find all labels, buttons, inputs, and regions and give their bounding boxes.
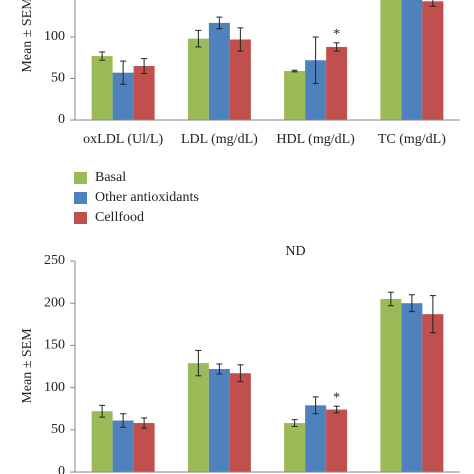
x-tick-label: LDL (mg/dL) [181,132,258,147]
y-axis-label: Mean ± SEM [20,0,35,73]
bar [380,0,402,120]
legend-swatch [74,192,87,204]
bar [305,60,327,120]
significance-marker: * [333,390,340,405]
bar [187,38,209,120]
bar [284,423,306,472]
bar [133,423,155,472]
x-tick-label: TC (mg/dL) [378,132,446,147]
bar [187,363,209,472]
y-tick-label: 100 [44,29,65,44]
bar [326,409,348,472]
bar [91,411,113,472]
y-tick-label: 50 [51,71,65,86]
bar [91,56,113,120]
bar [112,72,134,120]
legend-swatch [74,212,87,224]
y-tick-label: 100 [44,380,65,395]
y-tick-label: 50 [51,422,65,437]
bar [208,22,230,120]
bar [305,405,327,472]
legend-label: Other antioxidants [95,190,199,205]
legend-swatch [74,172,87,184]
y-axis-label: Mean ± SEM [20,328,35,404]
y-tick-label: 0 [58,464,65,474]
bar [401,0,423,120]
bar [422,314,444,472]
bar [422,1,444,121]
bar [229,39,251,120]
chart-title: ND [285,244,305,259]
significance-marker: * [333,27,340,42]
bar [208,369,230,472]
legend-label: Basal [95,170,126,185]
y-tick-label: 150 [44,338,65,353]
x-tick-label: oxLDL (Ul/L) [83,132,163,147]
bar [112,420,134,472]
bar [401,303,423,472]
y-tick-label: 0 [58,112,65,127]
x-tick-label: HDL (mg/dL) [276,132,355,147]
y-tick-label: 200 [44,295,65,310]
bar [284,71,306,120]
y-tick-label: 250 [44,253,65,268]
bar [229,373,251,472]
bar [380,298,402,472]
bar [133,66,155,120]
bar [326,46,348,120]
legend-label: Cellfood [95,210,144,225]
